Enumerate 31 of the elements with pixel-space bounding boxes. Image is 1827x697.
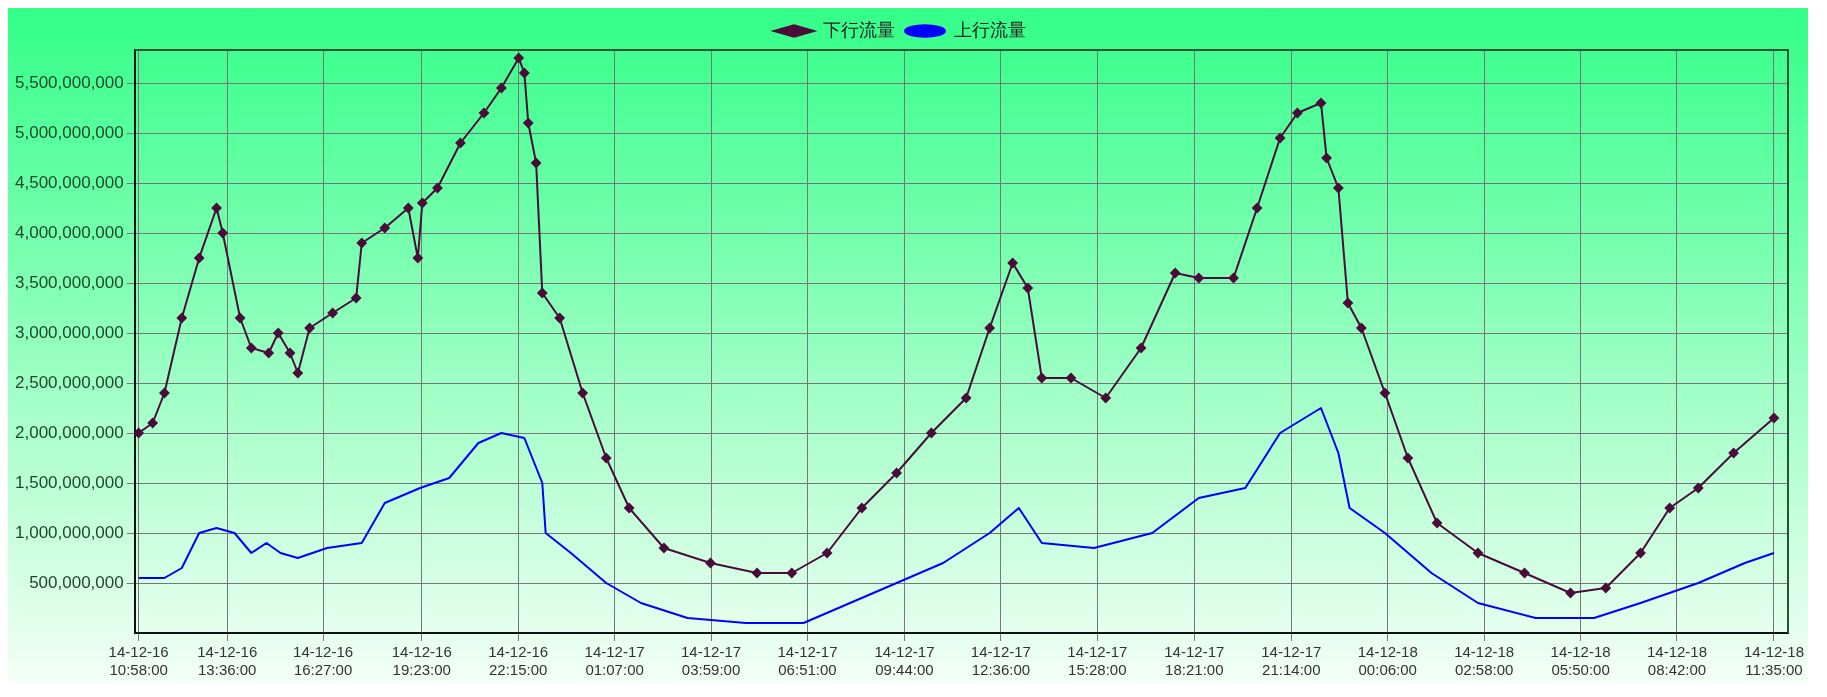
y-tick-label: 5,500,000,000 xyxy=(15,72,124,92)
x-tick-label: 14-12-18 05:50:00 xyxy=(1550,643,1611,679)
x-tick-label: 14-12-16 13:36:00 xyxy=(197,643,258,679)
x-tick-label: 14-12-17 03:59:00 xyxy=(681,643,742,679)
x-tick-label: 14-12-17 18:21:00 xyxy=(1164,643,1225,679)
x-tick-label: 14-12-18 11:35:00 xyxy=(1743,643,1805,679)
x-tick-label: 14-12-16 22:15:00 xyxy=(488,643,549,679)
y-tick-label: 5,000,000,000 xyxy=(15,122,124,142)
x-tick-label: 14-12-17 01:07:00 xyxy=(584,643,645,679)
y-tick-label: 4,000,000,000 xyxy=(15,222,124,242)
x-tick-label: 14-12-18 02:58:00 xyxy=(1454,643,1515,679)
x-tick-label: 14-12-17 15:28:00 xyxy=(1067,643,1128,679)
legend-label: 上行流量 xyxy=(954,18,1026,40)
x-tick-label: 14-12-17 09:44:00 xyxy=(874,643,935,679)
x-tick-label: 14-12-16 16:27:00 xyxy=(293,643,354,679)
y-tick-label: 1,500,000,000 xyxy=(15,472,124,492)
x-tick-label: 14-12-18 08:42:00 xyxy=(1646,643,1708,679)
x-tick-label: 14-12-17 21:14:00 xyxy=(1261,643,1322,679)
y-tick-label: 3,000,000,000 xyxy=(15,322,124,342)
y-tick-label: 500,000,000 xyxy=(29,572,124,592)
x-tick-label: 14-12-17 06:51:00 xyxy=(777,643,838,679)
y-tick-label: 3,500,000,000 xyxy=(15,272,124,292)
y-tick-label: 4,500,000,000 xyxy=(15,172,124,192)
x-tick-label: 14-12-18 00:06:00 xyxy=(1357,643,1418,679)
x-tick-label: 14-12-16 19:23:00 xyxy=(391,643,452,679)
x-tick-label: 14-12-17 12:36:00 xyxy=(970,643,1031,679)
legend-label: 下行流量 xyxy=(823,18,895,40)
y-tick-label: 2,500,000,000 xyxy=(15,372,124,392)
y-tick-label: 2,000,000,000 xyxy=(15,422,124,442)
y-tick-label: 1,000,000,000 xyxy=(15,522,124,542)
x-tick-label: 14-12-16 10:58:00 xyxy=(108,643,169,679)
